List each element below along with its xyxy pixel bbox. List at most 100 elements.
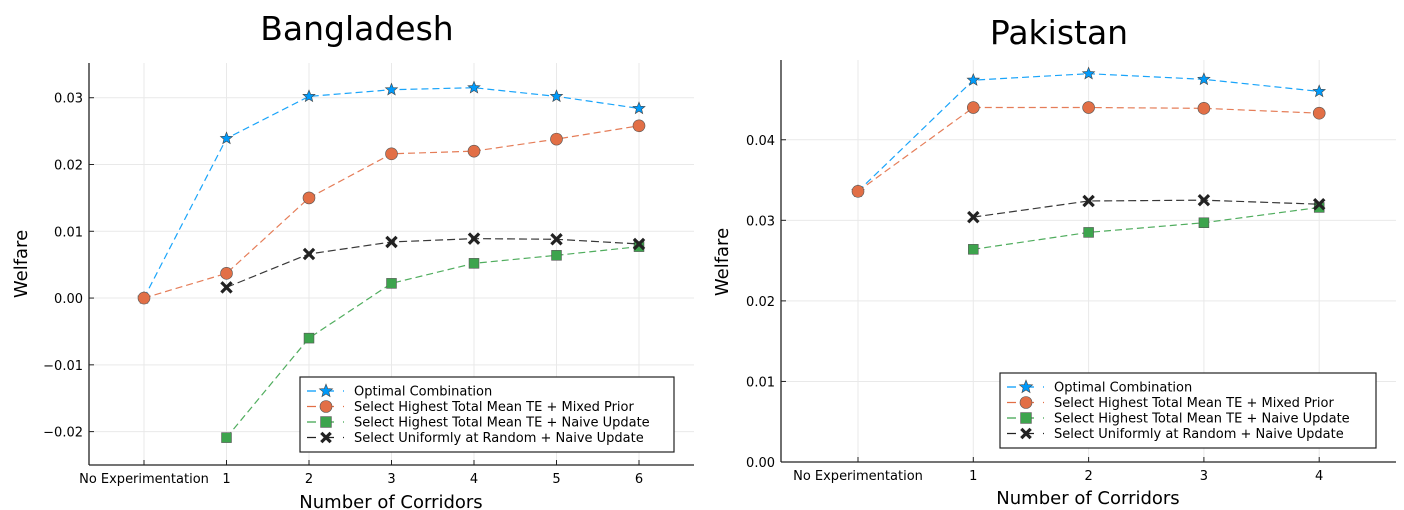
legend-marker-x	[1020, 427, 1032, 440]
x-marker-stroke	[302, 247, 316, 261]
legend-label: Select Highest Total Mean TE + Naive Upd…	[1054, 412, 1350, 427]
x-marker-stroke	[967, 210, 980, 224]
legend-label: Select Uniformly at Random + Naive Updat…	[354, 431, 644, 446]
legend-marker-circle	[319, 400, 333, 413]
legend-label: Optimal Combination	[1054, 381, 1192, 396]
chart-bangladesh: Bangladesh Number of Corridors Welfare N…	[11, 9, 694, 510]
data-point-circle	[220, 267, 233, 280]
x-marker-stroke	[1082, 194, 1095, 208]
x-marker-stroke	[632, 237, 646, 251]
data-point-star	[1197, 72, 1211, 86]
chart-pakistan: Pakistan Number of Corridors Welfare No …	[712, 13, 1396, 509]
series-line	[973, 199, 1320, 218]
data-point-square	[633, 241, 645, 252]
chart-title: Pakistan	[990, 13, 1128, 52]
data-point-x	[1197, 193, 1211, 207]
legend-label: Select Highest Total Mean TE + Mixed Pri…	[354, 400, 634, 415]
y-tick-label: 0.01	[54, 225, 83, 240]
data-point-star	[966, 73, 981, 86]
legend-item: Select Highest Total Mean TE + Mixed Pri…	[307, 400, 634, 415]
legend-marker-square	[320, 416, 332, 428]
y-axis-label: Welfare	[712, 228, 733, 296]
y-tick-label: 0.02	[746, 295, 775, 310]
data-point-circle	[550, 132, 563, 146]
y-tick-label: 0.00	[746, 456, 775, 471]
legend-box	[299, 376, 675, 453]
x-marker-stroke	[320, 431, 332, 444]
x-marker-stroke	[1197, 193, 1211, 207]
x-marker-stroke	[550, 233, 563, 246]
data-point-star	[467, 80, 481, 94]
x-tick-label: 3	[1200, 469, 1208, 484]
data-point-x	[1312, 197, 1326, 211]
legend-marker-circle	[1019, 396, 1033, 409]
legend-item: Select Uniformly at Random + Naive Updat…	[307, 431, 644, 446]
x-marker-stroke	[385, 235, 398, 249]
data-point-circle	[137, 291, 151, 305]
data-point-circle	[1197, 102, 1211, 115]
data-point-x	[302, 247, 316, 261]
legend-item: Optimal Combination	[307, 383, 492, 400]
x-marker-stroke	[467, 232, 481, 245]
legend-marker-star	[318, 383, 334, 398]
data-point-square	[551, 250, 562, 261]
x-marker-stroke	[1020, 427, 1032, 440]
y-tick-label: −0.01	[43, 359, 83, 374]
chart-title: Bangladesh	[260, 9, 453, 48]
x-tick-label: 5	[552, 472, 560, 487]
data-point-x	[550, 233, 563, 246]
data-point-star	[219, 131, 234, 145]
x-tick-label: 3	[387, 472, 395, 487]
data-point-square	[1083, 227, 1094, 238]
data-point-star	[302, 89, 316, 103]
data-point-circle	[966, 101, 980, 114]
x-tick-label: 1	[222, 472, 230, 487]
y-tick-label: 0.03	[746, 214, 775, 229]
y-tick-label: −0.02	[43, 426, 83, 441]
y-tick-label: 0.03	[54, 92, 83, 107]
series-x	[220, 232, 646, 294]
data-point-square	[303, 332, 315, 344]
data-point-x	[632, 237, 646, 251]
x-tick-label: 2	[305, 472, 313, 487]
series-line	[973, 206, 1320, 250]
legend-marker-star	[1018, 379, 1034, 394]
x-axis-label: Number of Corridors	[996, 488, 1179, 509]
x-marker-stroke	[1312, 197, 1326, 211]
legend-marker-square	[1020, 412, 1032, 424]
data-point-x	[220, 281, 233, 294]
x-tick-label: 4	[470, 472, 478, 487]
legend-box	[999, 372, 1377, 449]
legend-item: Select Uniformly at Random + Naive Updat…	[1007, 427, 1344, 442]
data-point-x	[467, 232, 481, 245]
data-point-x	[385, 235, 398, 249]
data-point-circle	[1312, 106, 1326, 120]
series-square	[968, 202, 1325, 255]
x-tick-label: No Experimentation	[79, 472, 209, 487]
y-tick-label: 0.02	[54, 159, 83, 174]
data-point-circle	[851, 185, 865, 198]
data-point-star	[384, 82, 399, 96]
legend-label: Select Uniformly at Random + Naive Updat…	[1054, 427, 1344, 442]
legend-label: Select Highest Total Mean TE + Mixed Pri…	[1054, 396, 1334, 411]
legend-item: Select Highest Total Mean TE + Mixed Pri…	[1007, 396, 1334, 411]
data-point-x	[967, 210, 980, 224]
data-point-square	[968, 244, 979, 255]
series-circle	[137, 119, 646, 305]
data-point-star	[549, 89, 564, 103]
data-point-circle	[1082, 101, 1095, 114]
x-tick-label: 6	[635, 472, 643, 487]
series-line	[226, 246, 640, 439]
series-square	[221, 241, 645, 443]
legend-item: Select Highest Total Mean TE + Naive Upd…	[307, 416, 650, 431]
data-point-square	[386, 278, 397, 289]
data-point-star	[632, 101, 646, 115]
data-point-square	[468, 258, 480, 269]
legend-marker-x	[320, 431, 332, 444]
y-tick-label: 0.04	[746, 134, 775, 149]
data-point-circle	[467, 144, 481, 158]
legend-label: Select Highest Total Mean TE + Naive Upd…	[354, 416, 650, 431]
x-marker-stroke	[220, 281, 233, 294]
